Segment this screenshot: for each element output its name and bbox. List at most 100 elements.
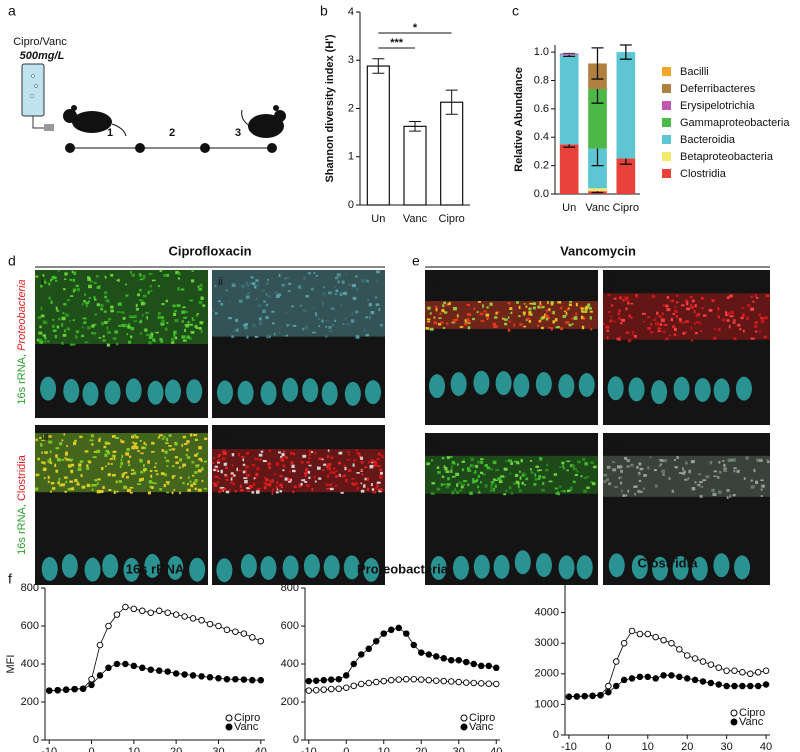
nucleus: [189, 557, 206, 582]
signal: [266, 303, 269, 306]
signal: [452, 307, 457, 311]
signal: [619, 481, 623, 485]
signal: [507, 316, 510, 319]
data-point: [644, 630, 652, 638]
signal: [282, 334, 285, 337]
signal: [370, 459, 374, 462]
signal: [647, 316, 651, 318]
signal: [370, 311, 375, 315]
nucleus: [691, 556, 708, 581]
signal: [500, 475, 505, 478]
legend-swatch: [662, 67, 671, 76]
signal: [512, 482, 517, 485]
signal: [214, 284, 217, 288]
data-point: [343, 684, 350, 692]
signal: [764, 315, 768, 320]
nucleus: [144, 553, 161, 578]
signal: [448, 301, 451, 305]
data-point: [652, 675, 659, 682]
mouse: [274, 110, 286, 122]
nucleus: [321, 381, 338, 406]
signal: [194, 438, 198, 441]
step-label: 3: [235, 127, 241, 139]
signal: [492, 460, 497, 465]
signal: [115, 480, 118, 484]
signal: [278, 331, 281, 334]
y-tick-label: 800: [281, 582, 299, 594]
signal: [101, 466, 104, 471]
bar: [403, 125, 427, 206]
signal: [726, 319, 730, 322]
signal: [355, 310, 359, 314]
signal: [657, 326, 660, 330]
data-point: [739, 682, 746, 690]
signal: [174, 442, 178, 446]
signal: [617, 312, 620, 316]
signal: [676, 301, 679, 304]
signal: [736, 469, 740, 473]
panel-letter: a: [8, 3, 16, 19]
data-point: [440, 655, 448, 662]
signal: [620, 465, 623, 469]
signal: [650, 322, 653, 326]
data-point: [223, 626, 231, 634]
signal: [79, 460, 84, 463]
signal: [733, 337, 737, 341]
signal: [250, 275, 254, 279]
bottle: [21, 63, 45, 117]
signal: [548, 480, 553, 483]
signal: [572, 480, 576, 484]
signal: [733, 319, 736, 321]
signal: [69, 480, 73, 483]
data-point: [418, 676, 425, 683]
signal: [726, 296, 730, 299]
signal: [72, 343, 76, 346]
signal: [580, 475, 583, 478]
data-point: [320, 676, 328, 684]
data-point: [139, 607, 146, 615]
signal: [326, 487, 330, 490]
signal: [435, 307, 438, 312]
signal: [373, 490, 376, 494]
signal: [145, 333, 150, 336]
signal: [711, 488, 715, 492]
signal: [246, 487, 251, 490]
y-tick-label: 1000: [535, 698, 559, 710]
signal: [381, 455, 384, 459]
signal: [70, 463, 75, 467]
y-tick-label: 4: [348, 6, 354, 18]
signal: [730, 310, 735, 315]
signal: [52, 329, 57, 333]
signal: [545, 314, 549, 319]
x-tick-label: 0: [343, 746, 349, 752]
signal: [429, 327, 434, 331]
signal: [264, 477, 267, 480]
signal: [371, 488, 375, 491]
signal: [217, 470, 220, 473]
signal: [37, 457, 40, 461]
signal: [691, 487, 696, 491]
signal: [725, 311, 728, 315]
signal: [85, 303, 88, 308]
data-point: [358, 680, 365, 688]
signal: [305, 294, 309, 298]
signal: [682, 471, 685, 475]
signal: [755, 330, 758, 333]
y-tick-label: 3: [348, 54, 354, 66]
signal: [583, 316, 586, 321]
data-point: [470, 679, 478, 687]
signal: [106, 343, 111, 347]
signal: [187, 483, 189, 486]
signal: [163, 274, 166, 278]
signal: [153, 340, 156, 342]
signal: [65, 451, 68, 455]
signal: [271, 491, 274, 495]
signal: [379, 468, 382, 471]
signal: [360, 489, 365, 493]
nucleus: [102, 554, 119, 579]
signal: [427, 306, 431, 310]
nucleus: [607, 376, 624, 401]
signal: [134, 442, 138, 445]
signal: [149, 485, 152, 489]
signal: [351, 482, 354, 486]
